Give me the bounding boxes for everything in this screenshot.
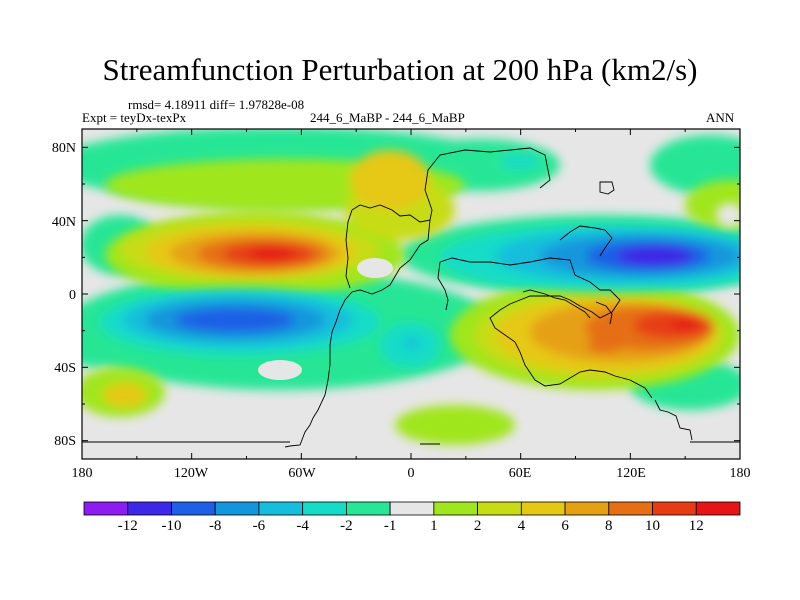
lat-tick-label: 80S [54, 434, 76, 449]
lon-tick-label: 60E [508, 466, 532, 481]
colorbar-label: 4 [517, 518, 526, 534]
colorbar-label: -12 [117, 518, 138, 534]
case-label: 244_6_MaBP - 244_6_MaBP [310, 110, 465, 125]
colorbar-label: -2 [340, 518, 353, 534]
colorbar-label: -6 [252, 518, 266, 534]
colorbar-swatch [171, 501, 216, 516]
colorbar-label: 10 [645, 518, 661, 534]
colorbar-swatch [564, 501, 610, 516]
colorbar-swatch [258, 501, 304, 516]
colorbar-label: -4 [296, 518, 309, 534]
colorbar-swatch [345, 501, 391, 516]
colorbar-swatch [433, 501, 479, 516]
lon-tick-label: 120E [616, 466, 646, 481]
lat-tick-label: 80N [51, 141, 76, 156]
lat-tick-label: 0 [69, 288, 76, 303]
lon-tick-label: 180 [729, 466, 751, 481]
colorbar-label: 8 [605, 518, 613, 534]
colorbar-swatch [477, 501, 522, 516]
colorbar-swatch [695, 501, 741, 516]
coastlines [82, 147, 740, 448]
colorbar-label: 2 [473, 518, 482, 534]
colorbar-swatch [302, 501, 347, 516]
lon-tick-label: 120W [173, 466, 209, 481]
contour-field [82, 129, 740, 459]
colorbar-label: 6 [561, 518, 569, 534]
colorbar-label: 12 [688, 518, 704, 534]
colorbar-swatch [389, 501, 435, 516]
experiment-label: Expt = teyDx-texPx [82, 110, 187, 125]
colorbar-label: -8 [208, 518, 222, 534]
colorbar [83, 501, 741, 516]
colorbar-swatch [652, 501, 697, 516]
lon-tick-label: 0 [407, 466, 415, 481]
lat-tick-label: 40N [51, 215, 76, 230]
colorbar-swatch [520, 501, 566, 516]
colorbar-swatch [83, 501, 129, 516]
tick-marks [81, 129, 741, 459]
lat-tick-label: 40S [54, 361, 76, 376]
lon-tick-label: 60W [288, 466, 316, 481]
colorbar-swatch [608, 501, 653, 516]
lon-tick-label: 180 [71, 466, 93, 481]
colorbar-swatch [127, 501, 172, 516]
colorbar-label: 1 [430, 518, 438, 534]
colorbar-label: -10 [161, 518, 182, 534]
stats-text: rmsd= 4.18911 diff= 1.97828e-08 [128, 97, 305, 112]
season-label: ANN [706, 110, 735, 125]
plot-title: Streamfunction Perturbation at 200 hPa (… [102, 52, 698, 87]
colorbar-label: -1 [383, 518, 397, 534]
colorbar-swatch [214, 501, 260, 516]
